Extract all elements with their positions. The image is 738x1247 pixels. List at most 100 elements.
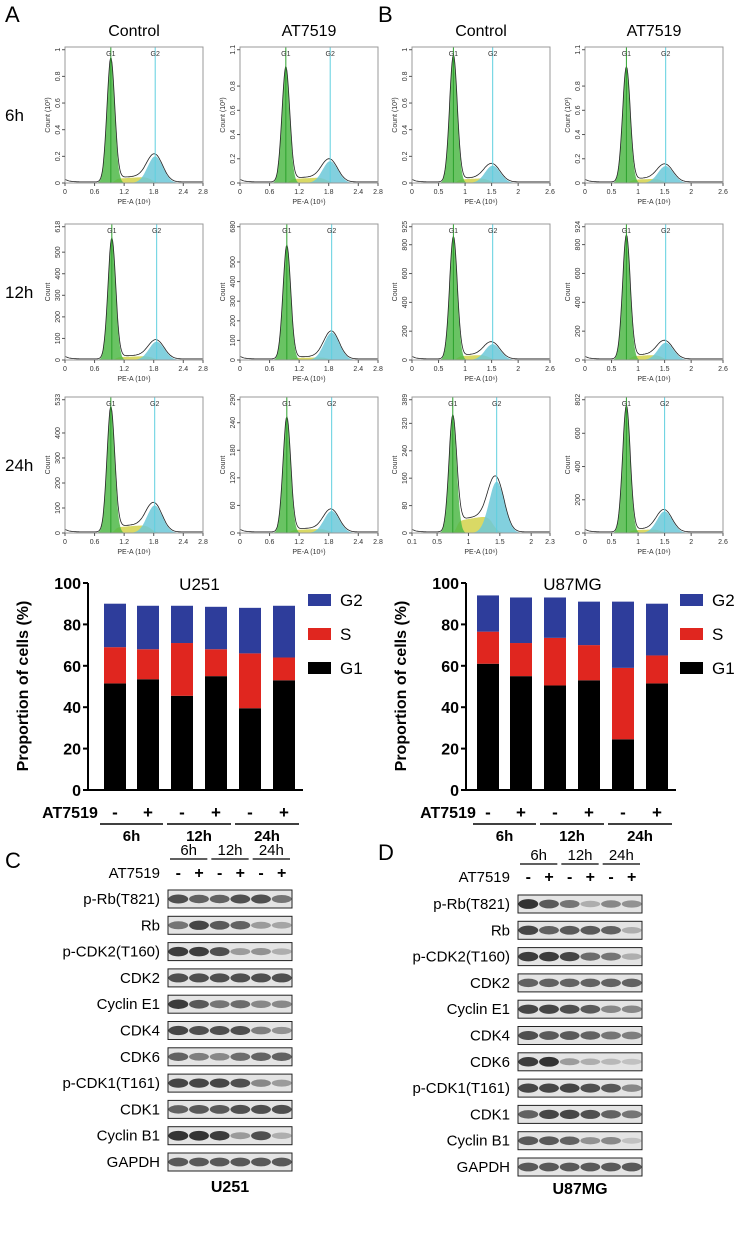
g2-label: G2 [492, 401, 501, 408]
protein-label: CDK1 [120, 1101, 160, 1118]
stacked-bar-chart-u251: U251 0 20 40 60 80 100 Proportion of cells (%) -… [15, 575, 363, 845]
g2-label: G2 [488, 51, 497, 58]
y-tick-label: 100 [55, 332, 62, 344]
blot-membrane [517, 1026, 643, 1045]
protein-band [580, 1109, 601, 1119]
x-tick-label: 2.8 [198, 539, 208, 546]
time-label: 24h [609, 847, 634, 864]
plot-frame [584, 46, 724, 184]
histogram-a-control-24h: G1 G2 0 0.6 1.2 1.8 2.4 2.8 PE-A (10⁶) 0 100 200 300… [45, 394, 208, 556]
y-axis-label: Count [392, 456, 399, 475]
time-label: 12h [217, 842, 242, 859]
legend-label: G2 [712, 591, 735, 610]
x-axis-label: PE-A (10⁶) [637, 376, 670, 383]
y-tick-label: 0.2 [55, 151, 62, 161]
time-label: 24h [259, 842, 284, 859]
bar-segment-g2 [477, 595, 499, 632]
s-phase-area [65, 177, 203, 183]
protein-band [518, 1031, 539, 1040]
treatment-sign: + [652, 803, 662, 822]
legend-label: G1 [340, 659, 363, 678]
x-tick-label: 2 [689, 189, 693, 196]
protein-band [271, 973, 292, 983]
blot-strip [167, 1126, 293, 1146]
y-tick-label: 0.2 [230, 154, 237, 164]
protein-band [559, 1083, 580, 1093]
blot-strip [167, 1099, 293, 1119]
y-tick-label: 0 [55, 358, 62, 362]
protein-band [189, 946, 209, 957]
x-axis-label: PE-A (10⁶) [117, 199, 150, 206]
x-tick-label: 2 [516, 366, 520, 373]
protein-band [209, 1105, 230, 1114]
x-tick-label: 0 [238, 539, 242, 546]
y-tick-label: 1 [55, 48, 62, 52]
y-tick-label: 20 [63, 742, 81, 759]
group-label: 24h [627, 828, 653, 845]
x-axis-label: PE-A (10⁶) [117, 376, 150, 383]
y-tick-label: 80 [441, 617, 459, 634]
x-tick-label: 0 [410, 189, 414, 196]
y-tick-label: 20 [441, 742, 459, 759]
blot-strip [517, 1131, 643, 1151]
protein-band [251, 894, 271, 904]
treatment-sign: - [247, 803, 253, 822]
y-tick-label: 160 [402, 472, 409, 484]
protein-band [230, 1000, 251, 1009]
bar-segment-s [612, 667, 634, 740]
blot-membrane [517, 920, 643, 940]
protein-label: Cyclin E1 [97, 996, 160, 1013]
column-title: Control [455, 23, 507, 40]
g1-label: G1 [282, 401, 291, 408]
bar-segment-g1 [612, 739, 634, 790]
blot-membrane [517, 973, 643, 993]
protein-band [559, 978, 580, 988]
blot-strip [517, 894, 643, 914]
s-phase-area [65, 356, 203, 360]
g2-label: G2 [150, 401, 159, 408]
treatment-sign: + [279, 803, 289, 822]
y-tick-label: 389 [402, 394, 409, 406]
protein-band [580, 1058, 601, 1066]
protein-band [580, 978, 601, 988]
blot-strip [517, 973, 643, 993]
y-tick-label: 200 [402, 325, 409, 337]
y-tick-label: 0 [230, 181, 237, 185]
x-tick-label: 2.4 [178, 189, 188, 196]
y-tick-label: 400 [402, 296, 409, 308]
y-tick-label: 0 [575, 181, 582, 185]
g1-label: G1 [106, 51, 115, 58]
panel-letter-d: D [378, 840, 394, 865]
protein-band [209, 1000, 230, 1009]
y-tick-label: 0 [402, 181, 409, 185]
protein-band [168, 894, 189, 904]
protein-band [168, 921, 189, 930]
protein-band [621, 1058, 642, 1065]
x-tick-label: 1.8 [324, 539, 334, 546]
y-tick-label: 200 [575, 325, 582, 337]
protein-band [539, 951, 559, 962]
protein-band [518, 1136, 539, 1146]
y-tick-label: 100 [54, 576, 81, 593]
x-tick-label: 2.3 [545, 539, 555, 546]
x-tick-label: 1.5 [495, 539, 505, 546]
protein-band [539, 1136, 559, 1146]
bar-segment-g1 [273, 680, 295, 790]
legend-swatch-g1 [308, 662, 331, 674]
protein-band [168, 1105, 189, 1114]
blot-strip [517, 999, 643, 1019]
chart-title: U251 [179, 575, 220, 594]
blot-strip [517, 920, 643, 940]
time-label: 12h [567, 847, 592, 864]
y-tick-label: 0 [402, 531, 409, 535]
y-axis-label: Count (10³) [45, 97, 52, 132]
group-label: 24h [254, 828, 280, 845]
bar-segment-g2 [646, 603, 668, 656]
histogram-curve [64, 406, 203, 533]
plot-frame [411, 223, 551, 361]
y-axis-label: Count [565, 283, 572, 302]
protein-label: p-Rb(T821) [433, 896, 510, 913]
blot-strip [517, 947, 643, 967]
bar-segment-s [205, 649, 227, 677]
